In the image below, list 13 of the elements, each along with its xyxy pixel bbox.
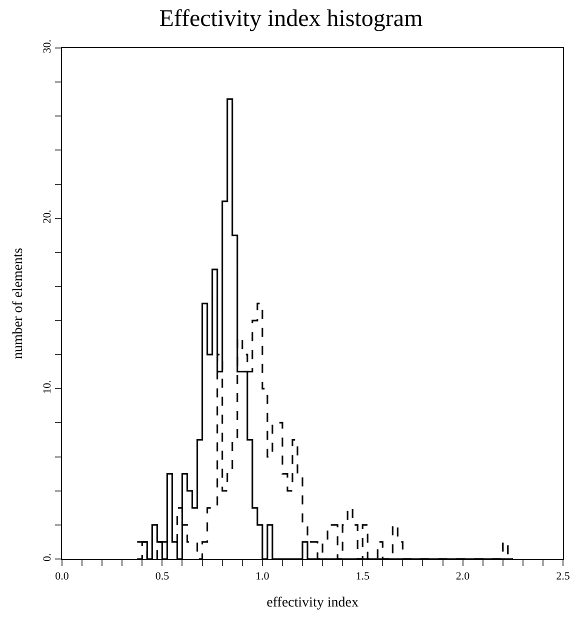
x-tick-label: 2.0 bbox=[456, 570, 470, 582]
y-tick-label: 0. bbox=[42, 552, 54, 562]
x-tick-label: 0.0 bbox=[55, 570, 70, 582]
chart-title: Effectivity index histogram bbox=[159, 6, 424, 32]
x-axis-title: effectivity index bbox=[266, 596, 358, 611]
x-tick-label: 2.5 bbox=[556, 570, 570, 582]
y-tick-label: 20. bbox=[42, 210, 54, 224]
x-tick-label: 1.5 bbox=[356, 570, 370, 582]
y-axis-title: number of elements bbox=[11, 248, 26, 360]
x-tick-label: 0.5 bbox=[155, 570, 170, 582]
x-tick-label: 1.0 bbox=[256, 570, 270, 582]
y-tick-label: 10. bbox=[42, 380, 54, 394]
y-tick-label: 30. bbox=[42, 39, 54, 54]
